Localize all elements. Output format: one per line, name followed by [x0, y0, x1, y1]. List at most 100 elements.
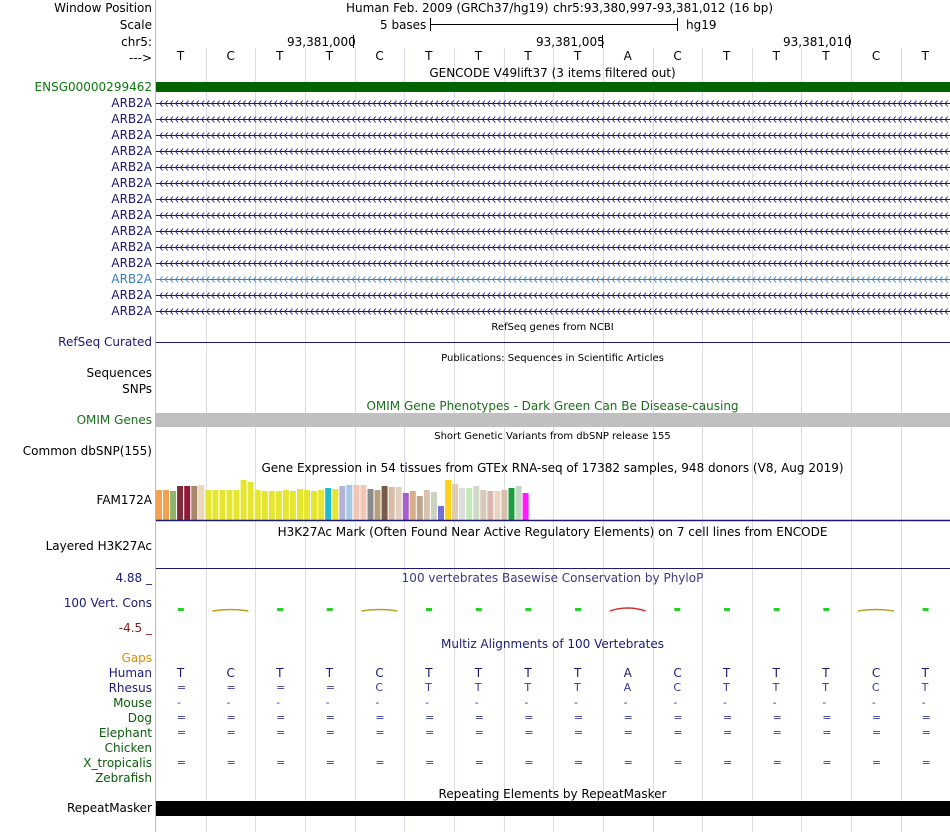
gtex-tissue-bar[interactable] [205, 490, 212, 520]
gtex-tissue-bar[interactable] [268, 491, 275, 520]
gencode-transcript-strand[interactable] [156, 307, 950, 316]
gtex-tissue-bar[interactable] [409, 491, 416, 520]
gtex-tissue-bar[interactable] [430, 492, 437, 520]
gtex-bar-chart[interactable] [156, 474, 950, 522]
gtex-tissue-bar[interactable] [219, 490, 226, 520]
gtex-tissue-bar[interactable] [416, 496, 423, 520]
phylop-signal[interactable] [156, 600, 950, 620]
gtex-tissue-bar[interactable] [191, 486, 198, 520]
gtex-tissue-bar[interactable] [423, 490, 430, 520]
multiz-gaps-label[interactable]: Gaps [121, 651, 152, 665]
gtex-tissue-bar[interactable] [374, 490, 381, 520]
multiz-species-label[interactable]: Zebrafish [95, 771, 152, 785]
gencode-transcript-strand[interactable] [156, 211, 950, 220]
gtex-tissue-bar[interactable] [332, 489, 339, 520]
gencode-transcript-label[interactable]: ARB2A [111, 256, 152, 270]
publications-snps-label[interactable]: SNPs [122, 382, 152, 396]
multiz-species-label[interactable]: Rhesus [108, 681, 152, 695]
gtex-gene-label[interactable]: FAM172A [96, 493, 152, 507]
gtex-tissue-bar[interactable] [501, 490, 508, 520]
gtex-tissue-bar[interactable] [226, 490, 233, 520]
gtex-tissue-bar[interactable] [254, 490, 261, 520]
gtex-tissue-bar[interactable] [289, 491, 296, 520]
multiz-species-label[interactable]: Mouse [113, 696, 152, 710]
gencode-transcript-label[interactable]: ARB2A [111, 304, 152, 318]
gtex-tissue-bar[interactable] [367, 489, 374, 520]
gtex-tissue-bar[interactable] [275, 491, 282, 520]
gtex-tissue-bar[interactable] [445, 480, 452, 520]
repeatmasker-track-label[interactable]: RepeatMasker [66, 801, 152, 815]
gtex-tissue-bar[interactable] [198, 485, 205, 520]
phylop-track-label[interactable]: 100 Vert. Cons [63, 596, 152, 610]
gencode-transcript-strand[interactable] [156, 99, 950, 108]
gencode-transcript-label[interactable]: ARB2A [111, 192, 152, 206]
gtex-tissue-bar[interactable] [388, 487, 395, 520]
gtex-tissue-bar[interactable] [282, 490, 289, 520]
omim-feature[interactable] [156, 413, 950, 427]
refseq-track-label[interactable]: RefSeq Curated [58, 335, 152, 349]
gtex-tissue-bar[interactable] [473, 486, 480, 520]
gencode-gene-feature[interactable] [156, 82, 950, 92]
multiz-species-label[interactable]: Dog [127, 711, 152, 725]
gencode-transcript-strand[interactable] [156, 243, 950, 252]
gencode-transcript-strand[interactable] [156, 131, 950, 140]
gtex-tissue-bar[interactable] [318, 490, 325, 520]
gencode-transcript-strand[interactable] [156, 179, 950, 188]
gtex-tissue-bar[interactable] [466, 488, 473, 520]
gtex-tissue-bar[interactable] [459, 488, 466, 520]
gencode-transcript-label[interactable]: ARB2A [111, 240, 152, 254]
gtex-tissue-bar[interactable] [522, 493, 529, 520]
gtex-tissue-bar[interactable] [261, 491, 268, 520]
gencode-transcript-strand[interactable] [156, 163, 950, 172]
dbsnp-track-label[interactable]: Common dbSNP(155) [22, 444, 152, 458]
gtex-tissue-bar[interactable] [240, 480, 247, 520]
gtex-tissue-bar[interactable] [494, 491, 501, 520]
gtex-tissue-bar[interactable] [381, 486, 388, 520]
multiz-species-label[interactable]: Elephant [98, 726, 152, 740]
gencode-transcript-strand[interactable] [156, 291, 950, 300]
gencode-transcript-label[interactable]: ARB2A [111, 128, 152, 142]
gtex-tissue-bar[interactable] [177, 486, 184, 520]
h3k27ac-track-label[interactable]: Layered H3K27Ac [45, 539, 152, 553]
gtex-tissue-bar[interactable] [339, 486, 346, 520]
gtex-tissue-bar[interactable] [156, 490, 162, 520]
gencode-transcript-strand[interactable] [156, 147, 950, 156]
gtex-tissue-bar[interactable] [360, 485, 367, 520]
gencode-transcript-label[interactable]: ARB2A [111, 224, 152, 238]
multiz-species-label[interactable]: Chicken [104, 741, 152, 755]
gtex-tissue-bar[interactable] [487, 491, 494, 520]
gencode-transcript-label[interactable]: ARB2A [111, 144, 152, 158]
gtex-tissue-bar[interactable] [163, 490, 169, 520]
gtex-tissue-bar[interactable] [353, 485, 360, 520]
gencode-transcript-label[interactable]: ARB2A [111, 176, 152, 190]
gtex-tissue-bar[interactable] [170, 491, 177, 520]
gtex-tissue-bar[interactable] [452, 484, 459, 520]
gencode-transcript-strand[interactable] [156, 275, 950, 284]
gtex-tissue-bar[interactable] [212, 490, 219, 520]
gencode-transcript-label[interactable]: ARB2A [111, 96, 152, 110]
gtex-tissue-bar[interactable] [311, 491, 318, 520]
gtex-tissue-bar[interactable] [402, 493, 409, 520]
gencode-transcript-label[interactable]: ARB2A [111, 272, 152, 286]
gtex-tissue-bar[interactable] [395, 487, 402, 520]
gencode-transcript-label[interactable]: ARB2A [111, 160, 152, 174]
repeatmasker-feature[interactable] [156, 801, 950, 816]
gtex-tissue-bar[interactable] [184, 486, 191, 520]
gtex-tissue-bar[interactable] [438, 506, 444, 520]
gtex-tissue-bar[interactable] [480, 490, 487, 520]
gtex-tissue-bar[interactable] [297, 489, 303, 520]
gtex-tissue-bar[interactable] [304, 490, 310, 520]
publications-sequences-label[interactable]: Sequences [86, 366, 152, 380]
gtex-tissue-bar[interactable] [508, 488, 515, 520]
gencode-transcript-label[interactable]: ARB2A [111, 288, 152, 302]
gencode-transcript-strand[interactable] [156, 195, 950, 204]
multiz-species-label[interactable]: Human [108, 666, 152, 680]
gtex-tissue-bar[interactable] [515, 486, 522, 520]
gencode-transcript-label[interactable]: ARB2A [111, 112, 152, 126]
gencode-transcript-strand[interactable] [156, 227, 950, 236]
gtex-tissue-bar[interactable] [247, 482, 254, 520]
gtex-tissue-bar[interactable] [346, 485, 353, 520]
gtex-tissue-bar[interactable] [233, 490, 240, 520]
omim-track-label[interactable]: OMIM Genes [76, 413, 152, 427]
gencode-transcript-strand[interactable] [156, 115, 950, 124]
